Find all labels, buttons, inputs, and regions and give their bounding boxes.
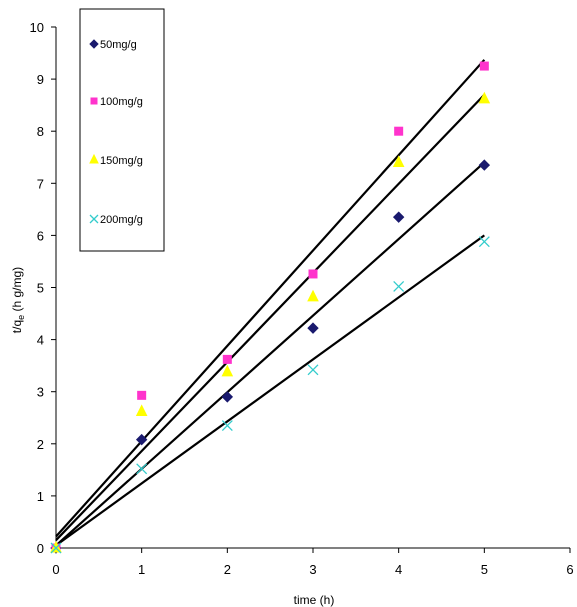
x-tick-label: 2 [224,562,231,577]
svg-text:t/qe (h g/mg): t/qe (h g/mg) [10,267,26,333]
legend-marker-200mg/g [89,214,99,224]
y-tick-label: 2 [37,437,44,452]
data-point-150mg/g [50,540,62,553]
data-point-50mg/g [307,322,319,334]
y-axis-title-main: t/q [10,320,24,333]
y-tick-label: 3 [37,385,44,400]
y-tick-label: 0 [37,541,44,556]
x-tick-label: 6 [566,562,573,577]
trendline-50mg/g [55,161,486,547]
y-axis-title-rest: (h g/mg) [10,267,24,315]
x-tick-label: 0 [52,562,59,577]
y-tick-label: 6 [37,228,44,243]
x-tick-label: 4 [395,562,402,577]
x-tick-label: 5 [481,562,488,577]
legend-label-50mg/g: 50mg/g [100,39,137,51]
data-point-200mg/g [393,280,405,292]
data-point-100mg/g [394,126,404,136]
y-tick-label: 1 [37,489,44,504]
data-point-200mg/g [307,364,319,376]
data-point-100mg/g [308,269,318,279]
legend-label-100mg/g: 100mg/g [100,96,143,108]
y-tick-label: 5 [37,281,44,296]
data-point-200mg/g [136,463,148,475]
data-point-200mg/g [221,420,233,432]
legend-marker-50mg/g [89,39,99,49]
y-tick-label: 7 [37,176,44,191]
data-point-50mg/g [392,211,405,223]
y-tick-label: 9 [37,72,44,87]
y-tick-label: 4 [37,333,44,348]
data-point-150mg/g [307,289,319,302]
data-point-50mg/g [478,159,491,171]
data-point-150mg/g [221,364,234,377]
legend-marker-100mg/g [90,97,98,105]
data-point-150mg/g [392,155,405,167]
data-point-200mg/g [50,542,62,554]
data-point-50mg/g [135,433,148,446]
y-axis-title: t/qe (h g/mg) [10,267,26,333]
legend-label-200mg/g: 200mg/g [100,214,143,226]
y-axis-title-subscript: e [16,315,26,320]
trendline-100mg/g [55,59,486,538]
y-tick-label: 10 [30,20,44,35]
legend-box [79,8,165,252]
data-point-150mg/g [135,404,148,416]
data-point-100mg/g [222,354,232,364]
legend-marker-150mg/g [89,153,99,164]
data-point-100mg/g [479,61,489,71]
trendline-150mg/g [55,93,486,541]
legend-label-150mg/g: 150mg/g [100,155,143,167]
data-point-50mg/g [221,391,234,403]
x-tick-label: 3 [309,562,316,577]
y-tick-label: 8 [37,124,44,139]
trendline-200mg/g [55,234,485,547]
x-tick-label: 1 [138,562,145,577]
data-point-100mg/g [137,390,147,400]
data-point-150mg/g [478,91,491,104]
data-point-200mg/g [478,236,490,248]
x-axis-title: time (h) [294,593,335,607]
